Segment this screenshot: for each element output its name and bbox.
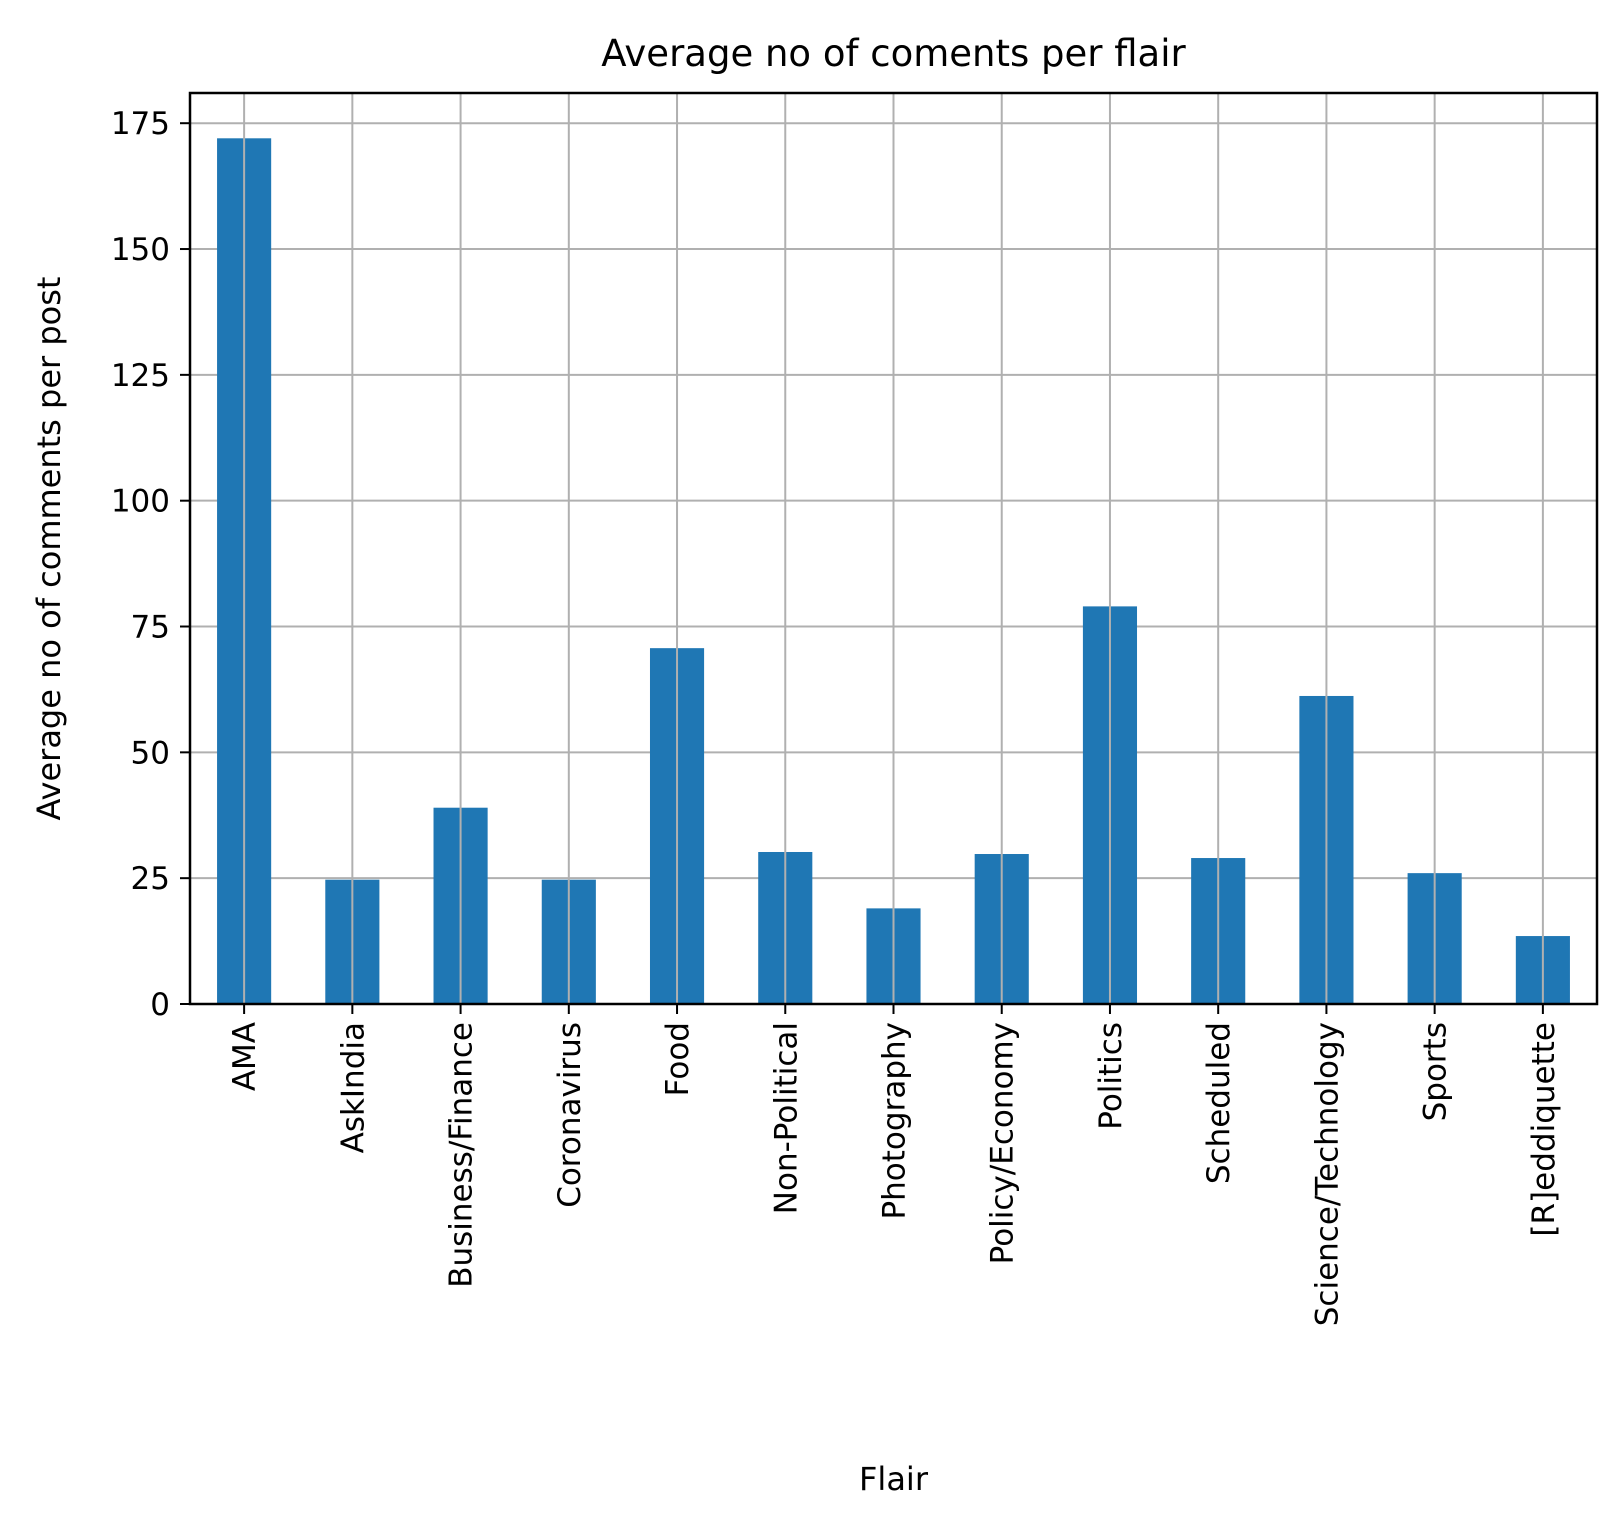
x-tick-label: Business/Finance — [444, 1022, 480, 1288]
y-tick-label: 25 — [131, 861, 170, 897]
y-tick-label: 175 — [111, 106, 170, 142]
y-tick-label: 125 — [111, 358, 170, 394]
x-tick-label: Scheduled — [1201, 1022, 1237, 1184]
chart-title: Average no of coments per flair — [601, 32, 1186, 75]
y-tick-label: 150 — [111, 232, 170, 268]
x-tick-label: Photography — [877, 1022, 913, 1220]
x-tick-label: [R]eddiquette — [1526, 1022, 1562, 1237]
y-tick-label: 50 — [131, 735, 170, 771]
vertical-grid-layer — [243, 93, 1544, 1004]
x-tick-label: AskIndia — [335, 1022, 371, 1153]
x-tick-label: Science/Technology — [1309, 1022, 1345, 1326]
x-tick-label: AMA — [227, 1022, 263, 1091]
y-axis-label: Average no of comments per post — [30, 277, 68, 821]
x-tick-label: Politics — [1093, 1022, 1129, 1130]
x-tick-label: Food — [660, 1022, 696, 1096]
ticks-layer: 0 25 50 75 100 125 150 175 AMA AskIndia Business/F… — [111, 106, 1562, 1326]
x-tick-label: Policy/Economy — [985, 1022, 1021, 1264]
x-tick-label: Sports — [1418, 1022, 1454, 1121]
y-tick-label: 100 — [111, 484, 170, 520]
y-tick-label: 0 — [150, 987, 170, 1023]
y-tick-label: 75 — [131, 610, 170, 646]
x-tick-label: Coronavirus — [552, 1022, 588, 1208]
x-axis-label: Flair — [859, 1460, 929, 1498]
x-tick-label: Non-Political — [768, 1022, 804, 1214]
